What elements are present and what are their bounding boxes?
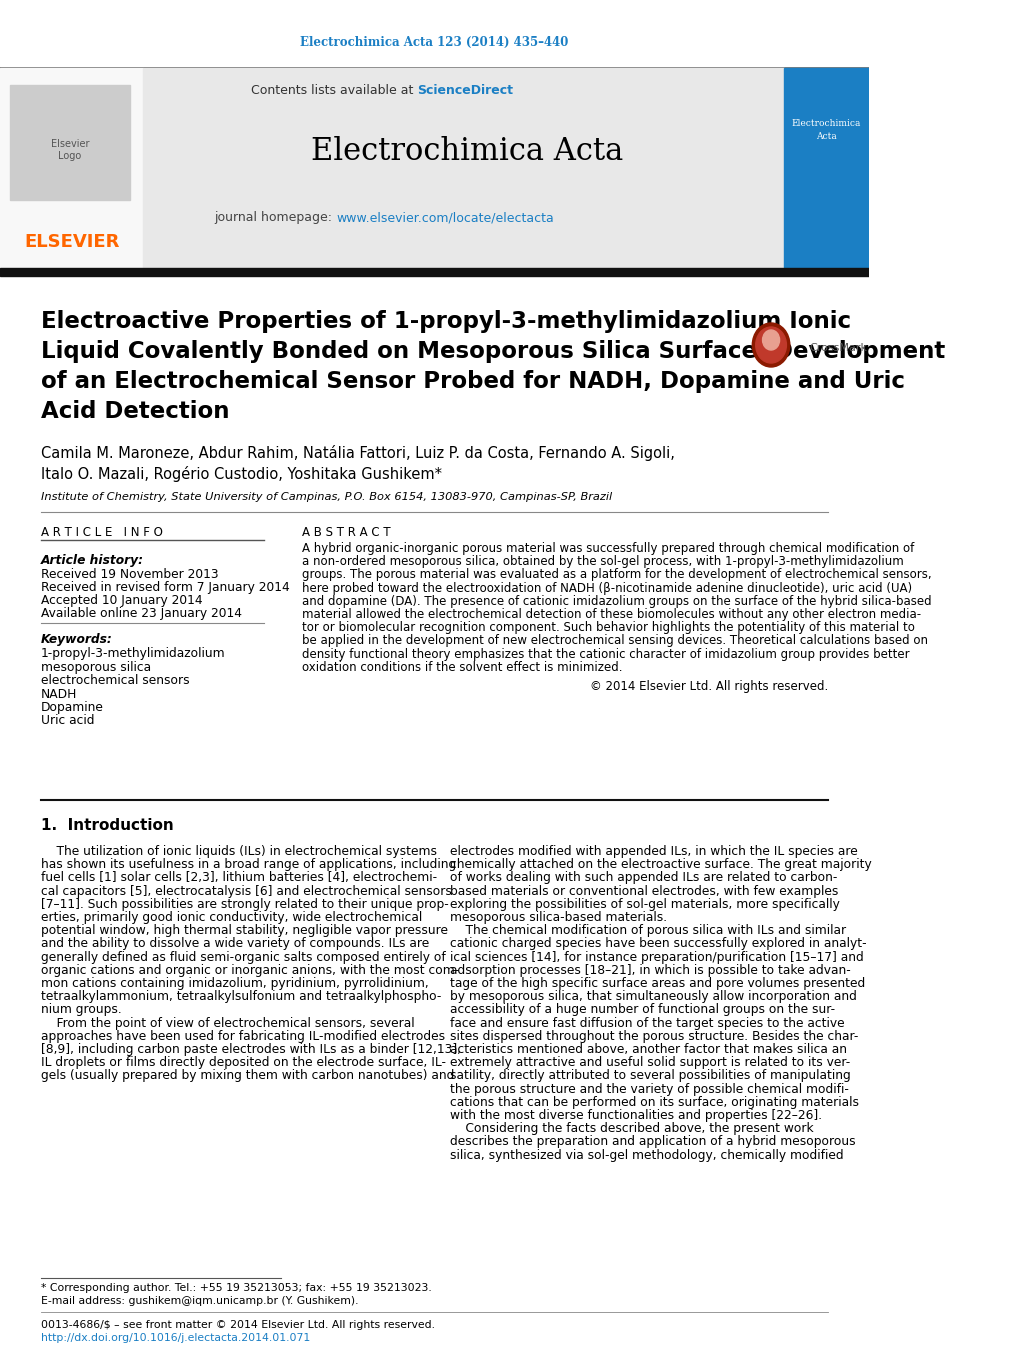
Text: of an Electrochemical Sensor Probed for NADH, Dopamine and Uric: of an Electrochemical Sensor Probed for … [41, 370, 904, 393]
Text: fuel cells [1] solar cells [2,3], lithium batteries [4], electrochemi-: fuel cells [1] solar cells [2,3], lithiu… [41, 871, 436, 885]
Text: groups. The porous material was evaluated as a platform for the development of e: groups. The porous material was evaluate… [303, 569, 931, 581]
Text: and dopamine (DA). The presence of cationic imidazolium groups on the surface of: and dopamine (DA). The presence of catio… [303, 594, 931, 608]
Text: From the point of view of electrochemical sensors, several: From the point of view of electrochemica… [41, 1016, 414, 1029]
Text: NADH: NADH [41, 688, 77, 701]
Text: face and ensure fast diffusion of the target species to the active: face and ensure fast diffusion of the ta… [449, 1016, 844, 1029]
Text: potential window, high thermal stability, negligible vapor pressure: potential window, high thermal stability… [41, 924, 447, 938]
Text: Accepted 10 January 2014: Accepted 10 January 2014 [41, 594, 203, 607]
Text: tor or biomolecular recognition component. Such behavior highlights the potentia: tor or biomolecular recognition componen… [303, 621, 914, 634]
Text: A hybrid organic-inorganic porous material was successfully prepared through che: A hybrid organic-inorganic porous materi… [303, 542, 914, 555]
Text: oxidation conditions if the solvent effect is minimized.: oxidation conditions if the solvent effe… [303, 661, 623, 674]
Circle shape [755, 327, 786, 363]
Bar [0, 68, 868, 270]
Text: based materials or conventional electrodes, with few examples: based materials or conventional electrod… [449, 885, 838, 897]
Text: here probed toward the electrooxidation of NADH (β-nicotinamide adenine dinucleo: here probed toward the electrooxidation … [303, 581, 912, 594]
Text: Electrochimica Acta 123 (2014) 435–440: Electrochimica Acta 123 (2014) 435–440 [300, 35, 569, 49]
Text: E-mail address: gushikem@iqm.unicamp.br (Y. Gushikem).: E-mail address: gushikem@iqm.unicamp.br … [41, 1296, 358, 1306]
Text: Electrochimica
Acta: Electrochimica Acta [791, 119, 860, 141]
Text: © 2014 Elsevier Ltd. All rights reserved.: © 2014 Elsevier Ltd. All rights reserved… [589, 680, 827, 693]
Text: cationic charged species have been successfully explored in analyt-: cationic charged species have been succe… [449, 938, 865, 950]
Text: [7–11]. Such possibilities are strongly related to their unique prop-: [7–11]. Such possibilities are strongly … [41, 898, 448, 911]
Text: Article history:: Article history: [41, 554, 144, 567]
Text: journal homepage:: journal homepage: [214, 212, 336, 224]
Text: Dopamine: Dopamine [41, 701, 104, 713]
Text: material allowed the electrochemical detection of these biomolecules without any: material allowed the electrochemical det… [303, 608, 921, 621]
Text: A R T I C L E   I N F O: A R T I C L E I N F O [41, 526, 163, 539]
Text: IL droplets or films directly deposited on the electrode surface, IL-: IL droplets or films directly deposited … [41, 1056, 445, 1069]
Text: by mesoporous silica, that simultaneously allow incorporation and: by mesoporous silica, that simultaneousl… [449, 990, 856, 1004]
Text: mesoporous silica: mesoporous silica [41, 661, 151, 674]
Text: has shown its usefulness in a broad range of applications, including: has shown its usefulness in a broad rang… [41, 858, 455, 871]
Text: erties, primarily good ionic conductivity, wide electrochemical: erties, primarily good ionic conductivit… [41, 911, 422, 924]
Text: ELSEVIER: ELSEVIER [23, 232, 119, 251]
Text: describes the preparation and application of a hybrid mesoporous: describes the preparation and applicatio… [449, 1135, 855, 1148]
Text: approaches have been used for fabricating IL-modified electrodes: approaches have been used for fabricatin… [41, 1029, 444, 1043]
Text: Uric acid: Uric acid [41, 715, 95, 727]
Text: 1.  Introduction: 1. Introduction [41, 817, 173, 834]
Bar [0, 267, 868, 276]
Text: acteristics mentioned above, another factor that makes silica an: acteristics mentioned above, another fac… [449, 1043, 846, 1056]
Text: satility, directly attributed to several possibilities of manipulating: satility, directly attributed to several… [449, 1070, 850, 1082]
Text: Elsevier
Logo: Elsevier Logo [51, 139, 89, 161]
Text: Liquid Covalently Bonded on Mesoporous Silica Surface: Development: Liquid Covalently Bonded on Mesoporous S… [41, 340, 945, 363]
Text: The utilization of ionic liquids (ILs) in electrochemical systems: The utilization of ionic liquids (ILs) i… [41, 844, 436, 858]
Bar [10, 85, 129, 200]
Text: organic cations and organic or inorganic anions, with the most com-: organic cations and organic or inorganic… [41, 963, 459, 977]
Text: Electroactive Properties of 1-propyl-3-methylimidazolium Ionic: Electroactive Properties of 1-propyl-3-m… [41, 309, 850, 332]
Text: adsorption processes [18–21], in which is possible to take advan-: adsorption processes [18–21], in which i… [449, 963, 850, 977]
Text: sites dispersed throughout the porous structure. Besides the char-: sites dispersed throughout the porous st… [449, 1029, 857, 1043]
Text: and the ability to dissolve a wide variety of compounds. ILs are: and the ability to dissolve a wide varie… [41, 938, 429, 950]
Text: 1-propyl-3-methylimidazolium: 1-propyl-3-methylimidazolium [41, 647, 225, 661]
Circle shape [762, 330, 779, 350]
Text: chemically attached on the electroactive surface. The great majority: chemically attached on the electroactive… [449, 858, 871, 871]
Text: Italo O. Mazali, Rogério Custodio, Yoshitaka Gushikem*: Italo O. Mazali, Rogério Custodio, Yoshi… [41, 466, 441, 482]
Text: cal capacitors [5], electrocatalysis [6] and electrochemical sensors: cal capacitors [5], electrocatalysis [6]… [41, 885, 451, 897]
Text: with the most diverse functionalities and properties [22–26].: with the most diverse functionalities an… [449, 1109, 821, 1121]
Text: tetraalkylammonium, tetraalkylsulfonium and tetraalkylphospho-: tetraalkylammonium, tetraalkylsulfonium … [41, 990, 441, 1004]
Text: CrossMark: CrossMark [809, 343, 866, 353]
Text: a non-ordered mesoporous silica, obtained by the sol-gel process, with 1-propyl-: a non-ordered mesoporous silica, obtaine… [303, 555, 903, 569]
Text: http://dx.doi.org/10.1016/j.electacta.2014.01.071: http://dx.doi.org/10.1016/j.electacta.20… [41, 1333, 310, 1343]
Text: ScienceDirect: ScienceDirect [417, 84, 513, 96]
Text: electrodes modified with appended ILs, in which the IL species are: electrodes modified with appended ILs, i… [449, 844, 857, 858]
Text: cations that can be performed on its surface, originating materials: cations that can be performed on its sur… [449, 1096, 858, 1109]
Text: The chemical modification of porous silica with ILs and similar: The chemical modification of porous sili… [449, 924, 845, 938]
Text: Electrochimica Acta: Electrochimica Acta [311, 136, 623, 168]
Text: Acid Detection: Acid Detection [41, 400, 229, 423]
Text: electrochemical sensors: electrochemical sensors [41, 674, 190, 688]
Text: nium groups.: nium groups. [41, 1004, 121, 1016]
Text: exploring the possibilities of sol-gel materials, more specifically: exploring the possibilities of sol-gel m… [449, 898, 839, 911]
Text: www.elsevier.com/locate/electacta: www.elsevier.com/locate/electacta [336, 212, 553, 224]
Text: mon cations containing imidazolium, pyridinium, pyrrolidinium,: mon cations containing imidazolium, pyri… [41, 977, 428, 990]
Text: generally defined as fluid semi-organic salts composed entirely of: generally defined as fluid semi-organic … [41, 951, 445, 963]
Text: Contents lists available at: Contents lists available at [251, 84, 417, 96]
Text: tage of the high specific surface areas and pore volumes presented: tage of the high specific surface areas … [449, 977, 864, 990]
Text: Keywords:: Keywords: [41, 634, 112, 646]
Text: Considering the facts described above, the present work: Considering the facts described above, t… [449, 1123, 813, 1135]
Text: Camila M. Maroneze, Abdur Rahim, Natália Fattori, Luiz P. da Costa, Fernando A. : Camila M. Maroneze, Abdur Rahim, Natália… [41, 444, 675, 461]
Text: Institute of Chemistry, State University of Campinas, P.O. Box 6154, 13083-970, : Institute of Chemistry, State University… [41, 492, 611, 503]
Text: mesoporous silica-based materials.: mesoporous silica-based materials. [449, 911, 666, 924]
Bar [143, 68, 783, 270]
Text: * Corresponding author. Tel.: +55 19 35213053; fax: +55 19 35213023.: * Corresponding author. Tel.: +55 19 352… [41, 1283, 431, 1293]
Text: density functional theory emphasizes that the cationic character of imidazolium : density functional theory emphasizes tha… [303, 647, 909, 661]
Text: silica, synthesized via sol-gel methodology, chemically modified: silica, synthesized via sol-gel methodol… [449, 1148, 843, 1162]
Bar [0, 68, 143, 270]
Text: Received 19 November 2013: Received 19 November 2013 [41, 567, 218, 581]
Text: be applied in the development of new electrochemical sensing devices. Theoretica: be applied in the development of new ele… [303, 635, 927, 647]
Text: extremely attractive and useful solid support is related to its ver-: extremely attractive and useful solid su… [449, 1056, 849, 1069]
Circle shape [752, 323, 789, 367]
Text: ical sciences [14], for instance preparation/purification [15–17] and: ical sciences [14], for instance prepara… [449, 951, 863, 963]
Text: gels (usually prepared by mixing them with carbon nanotubes) and: gels (usually prepared by mixing them wi… [41, 1070, 453, 1082]
Bar [783, 68, 868, 270]
Text: A B S T R A C T: A B S T R A C T [303, 526, 390, 539]
Text: accessibility of a huge number of functional groups on the sur-: accessibility of a huge number of functi… [449, 1004, 835, 1016]
Text: [8,9], including carbon paste electrodes with ILs as a binder [12,13],: [8,9], including carbon paste electrodes… [41, 1043, 461, 1056]
Text: Received in revised form 7 January 2014: Received in revised form 7 January 2014 [41, 581, 289, 594]
Text: Available online 23 January 2014: Available online 23 January 2014 [41, 607, 242, 620]
Text: 0013-4686/$ – see front matter © 2014 Elsevier Ltd. All rights reserved.: 0013-4686/$ – see front matter © 2014 El… [41, 1320, 434, 1329]
Text: of works dealing with such appended ILs are related to carbon-: of works dealing with such appended ILs … [449, 871, 837, 885]
Text: the porous structure and the variety of possible chemical modifi-: the porous structure and the variety of … [449, 1082, 848, 1096]
